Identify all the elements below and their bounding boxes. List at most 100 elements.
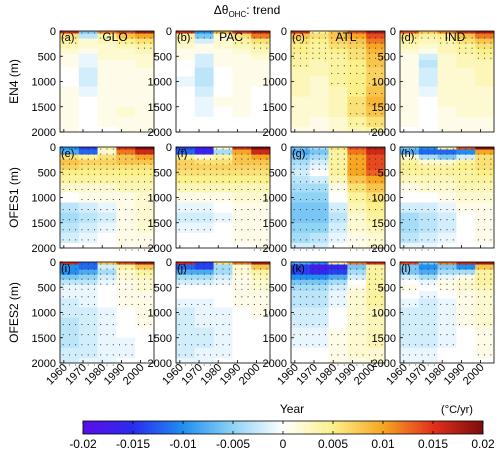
significance-dot <box>408 303 410 305</box>
significance-dot <box>471 263 473 265</box>
heatmap-cell <box>232 357 252 364</box>
y-tick-label: 2000 <box>32 243 56 255</box>
significance-dot <box>260 278 262 280</box>
significance-dot <box>490 313 492 316</box>
heatmap-cell <box>213 169 233 177</box>
significance-dot <box>421 158 423 160</box>
heatmap-cell <box>60 183 80 193</box>
significance-dot <box>87 288 89 290</box>
significance-dot <box>87 354 89 356</box>
significance-dot <box>260 158 262 160</box>
significance-dot <box>68 219 70 221</box>
significance-dot <box>331 288 333 290</box>
heatmap-cell <box>400 147 420 150</box>
significance-dot <box>452 163 454 165</box>
significance-dot <box>131 181 133 183</box>
significance-dot <box>137 148 139 150</box>
significance-dot <box>100 273 102 275</box>
heatmap-cell <box>60 159 80 165</box>
significance-dot <box>222 32 224 34</box>
heatmap-cell <box>418 279 438 286</box>
significance-dot <box>100 163 102 165</box>
heatmap-cell <box>418 284 438 292</box>
significance-dot <box>484 273 486 275</box>
y-tick-label: 1500 <box>372 102 396 114</box>
heatmap-cell <box>251 43 271 49</box>
significance-dot <box>299 313 301 316</box>
significance-dot <box>209 303 212 305</box>
significance-dot <box>293 181 295 183</box>
significance-dot <box>402 32 404 34</box>
significance-dot <box>408 32 410 34</box>
heatmap-cell <box>309 86 329 97</box>
significance-dot <box>100 229 102 231</box>
significance-dot <box>343 32 345 34</box>
significance-dot <box>337 334 339 336</box>
significance-dot <box>402 148 404 150</box>
y-tick-label: 2000 <box>263 127 287 139</box>
significance-dot <box>421 296 423 298</box>
significance-dot <box>191 188 193 190</box>
significance-dot <box>75 288 77 290</box>
heatmap-cell <box>437 317 457 328</box>
significance-dot <box>234 32 237 34</box>
significance-dot <box>343 288 345 290</box>
heatmap-cell <box>97 149 117 155</box>
y-tick-label: 500 <box>269 167 287 179</box>
significance-dot <box>203 198 205 201</box>
significance-dot <box>68 354 70 356</box>
significance-dot <box>299 209 301 211</box>
heatmap-cell <box>213 149 233 155</box>
significance-dot <box>362 209 364 211</box>
significance-dot <box>150 47 152 49</box>
significance-dot <box>452 198 454 201</box>
significance-dot <box>293 324 295 326</box>
significance-dot <box>150 158 152 160</box>
heatmap-cell <box>213 31 233 34</box>
heatmap-cell <box>328 284 348 292</box>
significance-dot <box>343 163 345 165</box>
significance-dot <box>349 163 352 165</box>
significance-dot <box>306 239 308 241</box>
significance-dot <box>299 153 301 155</box>
significance-dot <box>106 263 108 265</box>
significance-dot <box>490 268 492 270</box>
significance-dot <box>402 273 404 275</box>
significance-dot <box>203 263 205 265</box>
significance-dot <box>234 239 237 241</box>
significance-dot <box>337 52 339 54</box>
heatmap-cell <box>232 96 252 108</box>
heatmap-cell <box>475 347 495 359</box>
heatmap-cell <box>309 222 329 234</box>
significance-dot <box>490 163 492 165</box>
heatmap-cell <box>456 183 476 193</box>
heatmap-cell <box>194 149 214 155</box>
significance-dot <box>228 181 230 183</box>
significance-dot <box>427 32 429 34</box>
significance-dot <box>427 263 429 265</box>
significance-dot <box>131 296 133 298</box>
significance-dot <box>446 181 448 183</box>
heatmap-cell <box>291 164 311 171</box>
heatmap-cell <box>456 317 476 328</box>
significance-dot <box>362 123 364 125</box>
significance-dot <box>427 239 429 241</box>
significance-dot <box>337 42 339 44</box>
significance-dot <box>306 181 308 183</box>
significance-dot <box>247 219 249 221</box>
heatmap-cell <box>78 76 98 87</box>
heatmap-cell <box>194 176 214 184</box>
panel-letter: (c) <box>292 32 305 44</box>
significance-dot <box>318 153 320 155</box>
significance-dot <box>253 181 255 183</box>
heatmap-cell <box>328 291 348 299</box>
significance-dot <box>408 153 410 155</box>
significance-dot <box>62 181 64 183</box>
significance-dot <box>433 278 436 280</box>
significance-dot <box>62 229 64 231</box>
significance-dot <box>458 163 461 165</box>
significance-dot <box>427 163 429 165</box>
significance-dot <box>477 57 479 59</box>
significance-dot <box>362 288 364 290</box>
heatmap-cell <box>194 242 214 249</box>
